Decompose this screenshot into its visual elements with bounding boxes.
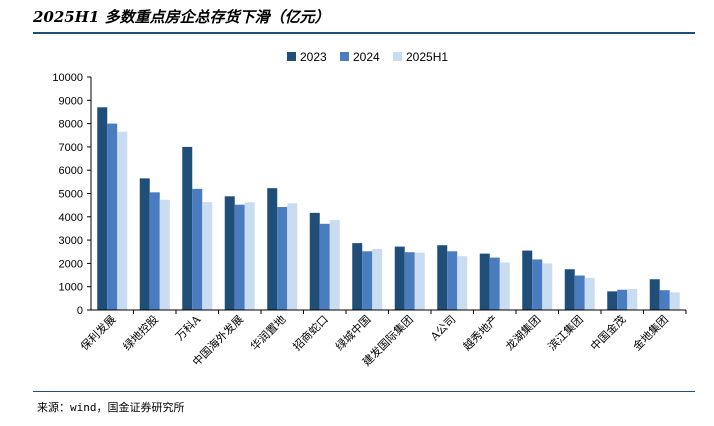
y-tick-label: 6000 [59,165,83,177]
y-tick-label: 8000 [59,119,83,131]
bar-2023 [182,146,193,310]
bar-2024 [362,251,373,310]
bar-2024 [319,223,330,310]
bar-2024 [277,207,288,310]
x-tick-label: 绿地控股 [120,312,161,353]
x-tick-label: 华润置地 [247,312,288,353]
source-note: 来源：wind，国金证券研究所 [37,401,185,414]
y-axis: 0 1000 2000 3000 4000 5000 6000 7000 8000 9000 100… [52,72,92,317]
y-tick-label: 9000 [59,95,83,107]
y-tick-label: 10000 [52,72,83,84]
title-rule [33,32,695,34]
bar-2024 [659,290,670,310]
x-tick-label: 招商蛇口 [290,312,331,353]
x-tick-label: 中国金茂 [587,312,628,353]
bar-2023 [649,279,660,310]
bar-2025H1 [117,131,128,310]
bar-2025H1 [627,289,638,310]
bar-2024 [574,275,585,310]
x-tick-label: A公司 [427,313,458,344]
legend: 2023 2024 2025H1 [287,50,448,64]
bar-2023 [394,246,405,310]
x-tick-label: 保利发展 [77,312,118,353]
legend-label: 2023 [300,50,327,64]
bar-2025H1 [542,263,553,310]
bar-2024 [234,204,245,310]
legend-swatch-2025H1 [393,52,402,61]
y-tick-label: 4000 [59,212,83,224]
y-tick-label: 2000 [59,258,83,270]
bar-2023 [479,253,490,310]
bar-2025H1 [584,277,595,310]
bars [97,107,680,310]
bar-2025H1 [499,262,510,310]
y-tick-label: 1000 [59,282,83,294]
bar-2023 [97,107,108,310]
legend-label: 2025H1 [406,50,448,64]
bar-2023 [564,269,575,310]
bar-2025H1 [287,203,298,310]
footer-rule [33,391,695,392]
bar-2024 [532,259,543,310]
legend-swatch-2023 [287,52,296,61]
bar-2023 [267,188,278,310]
bar-2024 [149,192,160,310]
bar-2025H1 [244,202,255,310]
y-tick-label: 7000 [59,142,83,154]
bar-2025H1 [457,256,468,310]
x-tick-label: 龙湖集团 [502,312,543,353]
bar-2024 [107,123,118,310]
bar-2023 [224,196,235,310]
bar-2025H1 [202,202,213,310]
x-tick-label: 绿城中国 [332,312,373,353]
x-tick-label: 金地集团 [630,312,671,353]
y-tick-label: 3000 [59,235,83,247]
y-tick-label: 5000 [59,189,83,201]
bar-2023 [522,250,533,310]
bar-2024 [617,289,628,310]
bar-2023 [607,291,618,310]
bar-2025H1 [414,252,425,310]
legend-swatch-2024 [340,52,349,61]
bar-2025H1 [669,292,680,310]
bar-2023 [139,178,150,310]
bar-2023 [437,245,448,310]
bar-2025H1 [372,248,383,310]
bar-2024 [447,251,458,310]
x-tick-label: 滨江集团 [545,312,586,353]
bar-2024 [192,188,203,310]
y-tick-label: 0 [77,305,83,317]
chart-title: 2025H1 多数重点房企总存货下滑（亿元） [33,8,330,26]
bar-2024 [489,257,500,310]
x-tick-label: 万科A [172,311,204,343]
bar-2023 [309,212,320,310]
bar-2024 [404,252,415,310]
legend-label: 2024 [353,50,380,64]
x-tick-label: 越秀地产 [460,312,501,353]
bar-2025H1 [159,199,170,310]
bar-2025H1 [329,220,340,310]
bar-2023 [352,243,363,310]
